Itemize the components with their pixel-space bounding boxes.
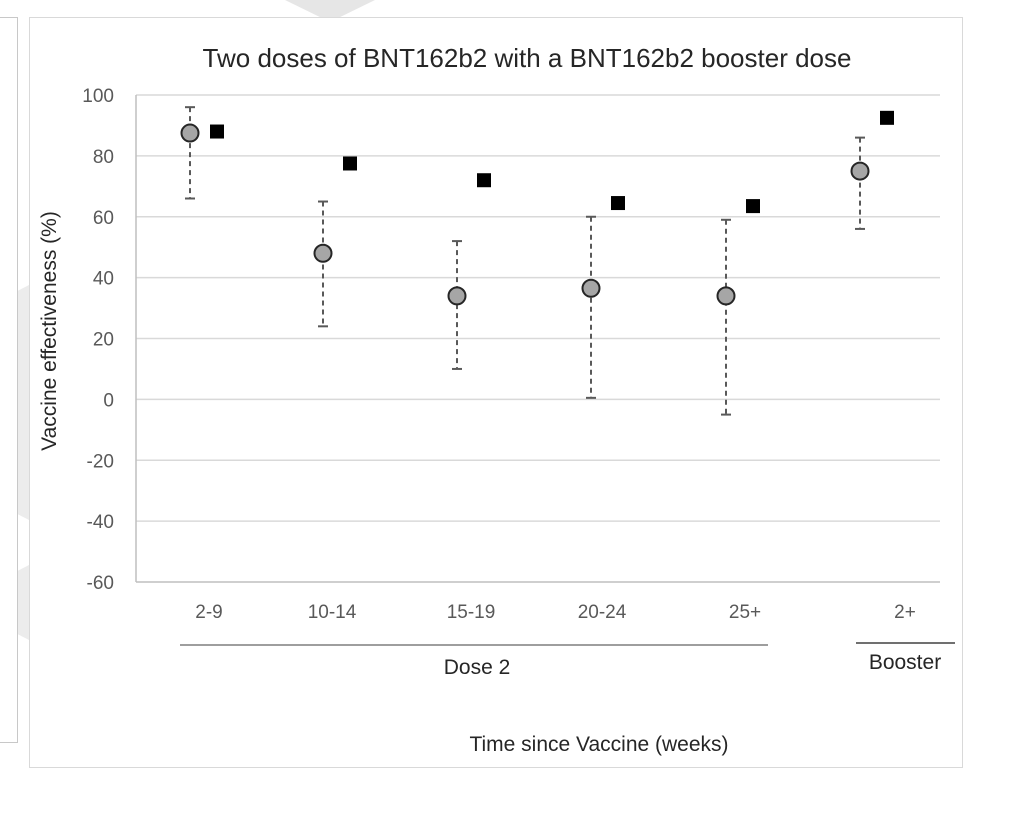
y-tick-label: 100 (82, 86, 114, 107)
group-labels: Dose 2 Booster (180, 642, 955, 679)
chart-frame: Two doses of BNT162b2 with a BNT162b2 bo… (29, 17, 963, 768)
axes (135, 95, 940, 583)
circle-point (313, 243, 333, 263)
square-point (880, 110, 894, 125)
circle-point (581, 278, 601, 298)
square-point (611, 196, 625, 211)
y-tick-label: -60 (87, 573, 114, 594)
y-tick-label: -20 (87, 451, 114, 472)
x-tick-labels: 2-9 10-14 15-19 20-24 25+ 2+ (195, 602, 916, 623)
chart-title: Two doses of BNT162b2 with a BNT162b2 bo… (203, 43, 852, 73)
x-tick-label: 15-19 (447, 602, 496, 623)
gridlines (136, 94, 940, 522)
square-point (343, 156, 357, 171)
square-point (746, 199, 760, 214)
y-tick-label: 80 (93, 147, 114, 168)
y-tick-label: 60 (93, 208, 114, 229)
y-tick-label: -40 (87, 512, 114, 533)
chart-svg: Two doses of BNT162b2 with a BNT162b2 bo… (38, 43, 955, 756)
circle-point (850, 161, 870, 181)
circle-point (447, 286, 467, 306)
x-tick-label: 2-9 (195, 602, 222, 623)
x-axis-title: Time since Vaccine (weeks) (469, 733, 728, 756)
x-tick-label: 2+ (894, 602, 916, 623)
circle-point (180, 123, 200, 143)
adjacent-panel (0, 17, 18, 743)
square-point (477, 173, 491, 188)
circle-point (716, 286, 736, 306)
y-tick-label: 0 (103, 390, 114, 411)
error-bars (185, 106, 865, 416)
x-tick-label: 25+ (729, 602, 761, 623)
y-tick-label: 20 (93, 330, 114, 351)
y-tick-labels: 100 80 60 40 20 0 -20 -40 -60 (82, 86, 114, 594)
group-label: Booster (869, 651, 941, 674)
y-tick-label: 40 (93, 269, 114, 290)
data-markers (180, 110, 894, 306)
square-point (210, 124, 224, 139)
x-tick-label: 20-24 (578, 602, 627, 623)
group-label: Dose 2 (444, 656, 511, 679)
x-tick-label: 10-14 (308, 602, 357, 623)
y-axis-title: Vaccine effectiveness (%) (38, 211, 61, 451)
